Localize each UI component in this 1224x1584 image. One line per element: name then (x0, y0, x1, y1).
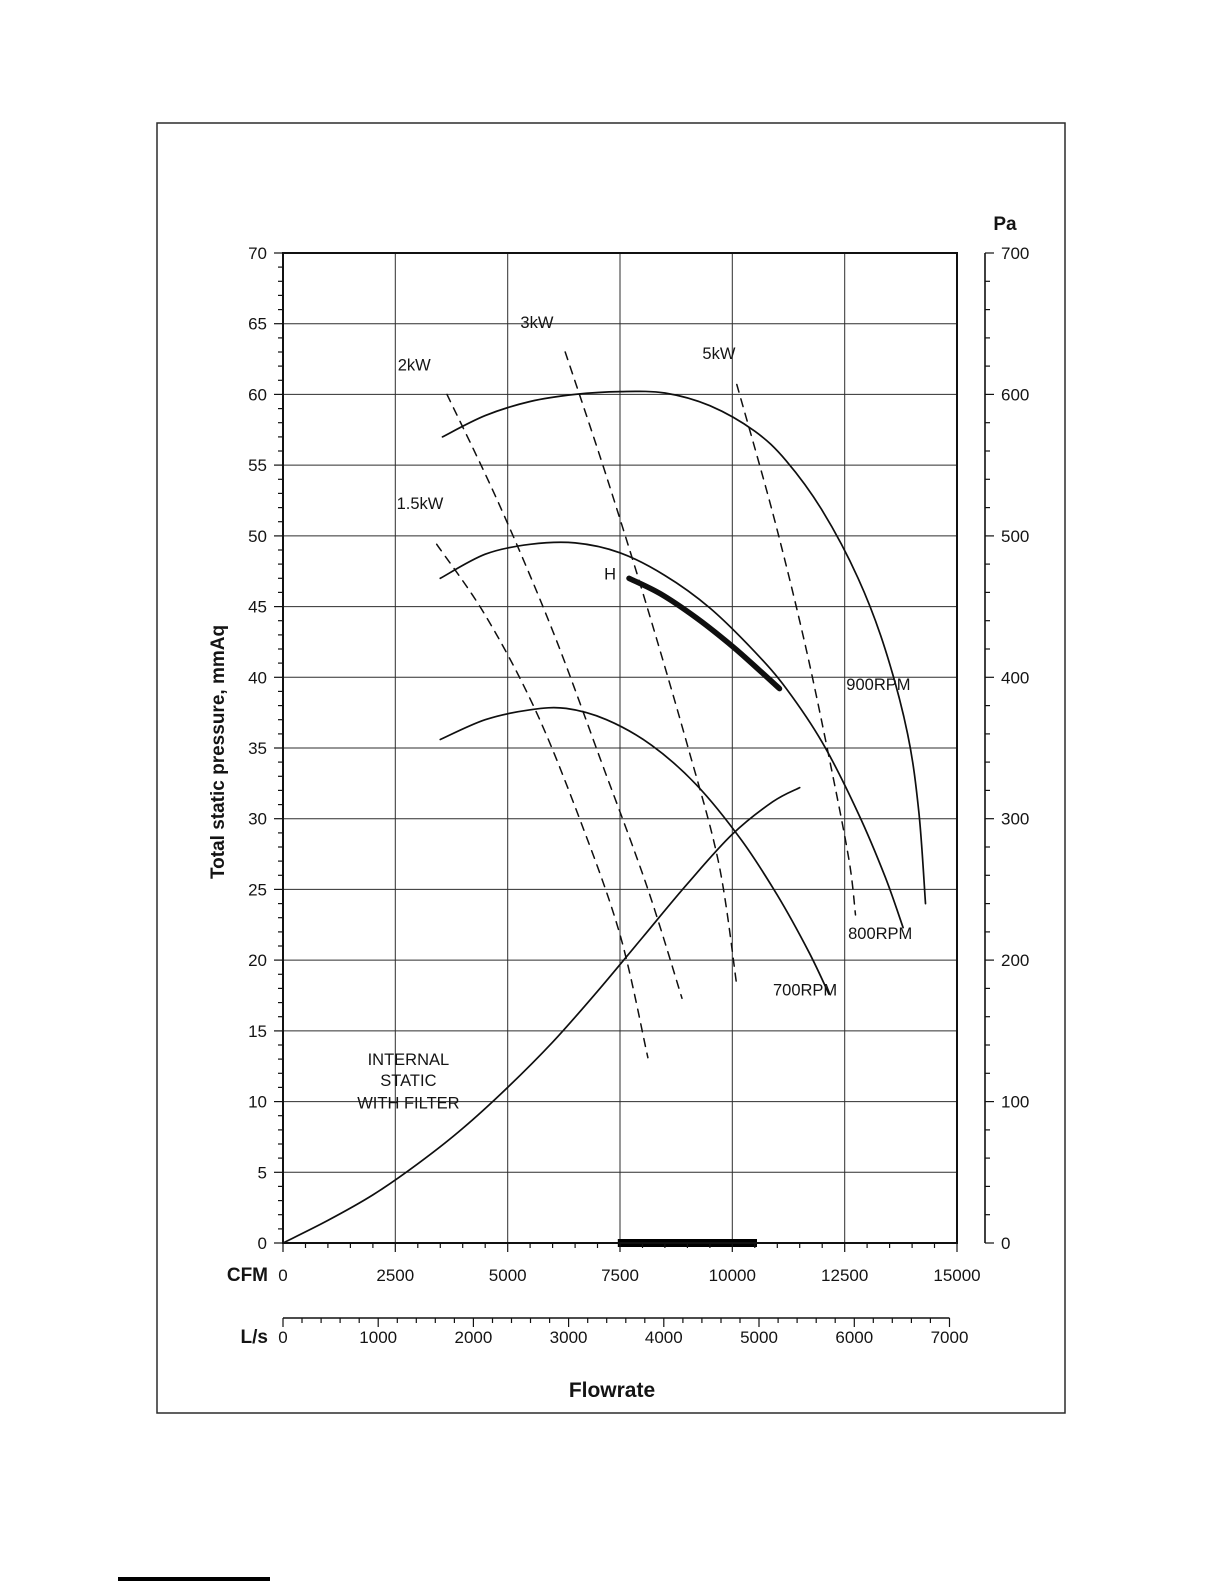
label-800rpm: 800RPM (848, 925, 912, 943)
y-tick-label-mmaq: 45 (248, 598, 267, 617)
x-axis-title-ls: L/s (241, 1327, 268, 1348)
y-tick-label-mmaq: 35 (248, 739, 267, 758)
y-tick-label-mmaq: 60 (248, 385, 267, 404)
x-tick-label-ls: 2000 (454, 1328, 492, 1347)
y-tick-label-pa: 500 (1001, 527, 1029, 546)
curve-power-3kw (564, 351, 738, 987)
y-tick-label-mmaq: 40 (248, 668, 267, 687)
y-tick-label-mmaq: 50 (248, 527, 267, 546)
y-tick-label-mmaq: 30 (248, 810, 267, 829)
curve-power-1-5kw (435, 543, 649, 1059)
x-tick-label-ls: 5000 (740, 1328, 778, 1347)
x-axis-title-flowrate: Flowrate (569, 1379, 655, 1402)
x-tick-label-cfm: 5000 (489, 1266, 527, 1285)
y-tick-label-mmaq: 10 (248, 1093, 267, 1112)
y-tick-label-mmaq: 25 (248, 880, 267, 899)
x-tick-label-ls: 7000 (931, 1328, 969, 1347)
x-tick-label-cfm: 0 (278, 1266, 287, 1285)
label-3kw: 3kW (520, 314, 553, 332)
x-axis-title-cfm: CFM (227, 1265, 268, 1286)
x-tick-label-ls: 4000 (645, 1328, 683, 1347)
curve-power-5kw (736, 383, 857, 916)
y-tick-label-pa: 700 (1001, 244, 1029, 263)
curve-700rpm (439, 706, 830, 995)
y-tick-label-pa: 0 (1001, 1234, 1010, 1253)
y-tick-label-mmaq: 0 (258, 1234, 267, 1253)
curve-800rpm (439, 541, 904, 929)
x-tick-label-cfm: 12500 (821, 1266, 868, 1285)
chart-frame (156, 122, 1066, 1414)
y-tick-label-pa: 400 (1001, 668, 1029, 687)
y-axis-title-mmaq: Total static pressure, mmAq (208, 625, 229, 879)
y-tick-label-mmaq: 55 (248, 456, 267, 475)
series-layer (282, 351, 927, 1247)
y-axis-title-pa: Pa (993, 214, 1017, 235)
y-tick-label-mmaq: 20 (248, 951, 267, 970)
label-1-5kw: 1.5kW (397, 495, 444, 513)
label-h: H (604, 566, 616, 584)
x-tick-label-ls: 3000 (550, 1328, 588, 1347)
label-system-1: INTERNAL (368, 1051, 450, 1069)
label-system-2: STATIC (380, 1072, 436, 1090)
curve-system-internal-static (282, 786, 801, 1244)
label-700rpm: 700RPM (773, 982, 837, 1000)
y-tick-label-pa: 300 (1001, 810, 1029, 829)
x-tick-label-cfm: 10000 (709, 1266, 756, 1285)
x-tick-label-ls: 1000 (359, 1328, 397, 1347)
x-tick-label-cfm: 7500 (601, 1266, 639, 1285)
x-tick-label-ls: 6000 (835, 1328, 873, 1347)
x-tick-label-cfm: 15000 (933, 1266, 980, 1285)
y-tick-label-pa: 200 (1001, 951, 1029, 970)
y-tick-label-mmaq: 15 (248, 1022, 267, 1041)
y-tick-label-pa: 100 (1001, 1093, 1029, 1112)
label-900rpm: 900RPM (846, 676, 910, 694)
curve-900rpm (441, 390, 927, 905)
label-system-3: WITH FILTER (357, 1095, 459, 1113)
grid-layer (283, 253, 957, 1243)
y-tick-label-mmaq: 5 (258, 1163, 267, 1182)
y-tick-label-mmaq: 65 (248, 315, 267, 334)
annotation-layer: 1.5kW 2kW 3kW 5kW H 900RPM 800RPM 700RPM INTERNA… (357, 314, 912, 1113)
x-tick-label-ls: 0 (278, 1328, 287, 1347)
footer-rule (118, 1577, 270, 1581)
x-tick-label-cfm: 2500 (376, 1266, 414, 1285)
y-tick-label-mmaq: 70 (248, 244, 267, 263)
curve-operating-h (626, 575, 783, 692)
y-tick-label-pa: 600 (1001, 385, 1029, 404)
curve-power-2kw (446, 393, 683, 1000)
label-5kw: 5kW (702, 345, 735, 363)
label-2kw: 2kW (398, 356, 431, 374)
